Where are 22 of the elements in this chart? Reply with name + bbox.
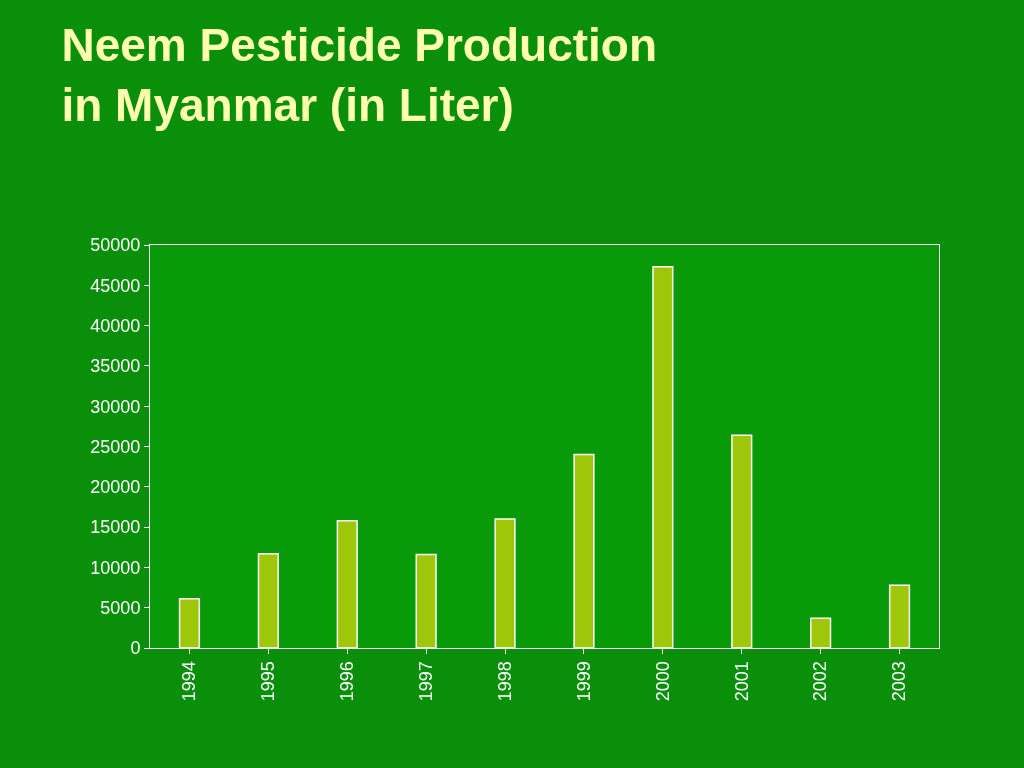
y-tick-label: 0	[130, 638, 141, 659]
y-tick-label: 5000	[100, 598, 141, 618]
x-tick-label: 1994	[179, 661, 200, 702]
y-tick-label: 25000	[90, 436, 141, 457]
x-tick-label: 2002	[810, 661, 831, 702]
x-tick-label: 1996	[337, 661, 358, 702]
x-tick-label: 2001	[731, 661, 752, 702]
x-tick-label: 1997	[416, 661, 436, 702]
x-tick-label: 2003	[889, 661, 910, 702]
y-tick-label: 40000	[90, 315, 141, 336]
y-tick-label: 15000	[90, 517, 141, 538]
y-tick-label: 10000	[90, 557, 141, 578]
x-tick-label: 2000	[652, 661, 673, 702]
y-tick-label: 20000	[90, 477, 141, 498]
y-tick-label: 35000	[90, 356, 141, 377]
y-tick-label: 45000	[90, 275, 141, 296]
y-tick-label: 50000	[90, 235, 141, 256]
x-tick-label: 1999	[573, 661, 594, 702]
chart-title: Neem Pesticide Production in Myanmar (in Liter)	[61, 19, 658, 132]
x-tick-label: 1995	[258, 661, 279, 702]
x-tick-label: 1998	[494, 661, 515, 702]
y-tick-label: 30000	[90, 396, 141, 417]
